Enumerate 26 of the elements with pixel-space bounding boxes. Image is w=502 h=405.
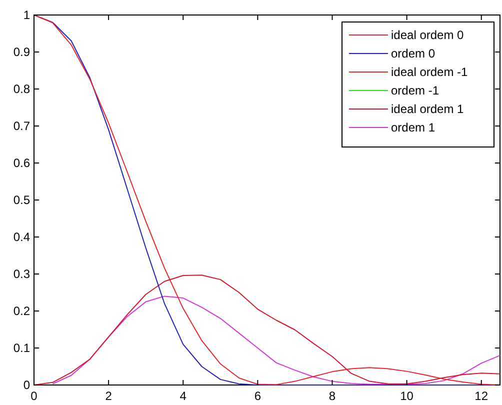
x-tick-label: 12 [474, 389, 488, 403]
line-series [34, 14, 500, 386]
legend-label: ideal ordem -1 [391, 65, 468, 79]
y-tick-label: 1 [23, 8, 30, 22]
x-tick-label: 2 [105, 389, 112, 403]
y-tick-label: 0.4 [13, 230, 30, 244]
y-tick-label: 0.9 [13, 45, 30, 59]
x-tick-label: 4 [180, 389, 187, 403]
y-tick-label: 0.3 [13, 267, 30, 281]
x-tick-label: 8 [328, 389, 336, 403]
legend-label: ordem 0 [391, 46, 436, 60]
x-tick-label: 6 [254, 389, 262, 403]
y-tick-label: 0.6 [13, 156, 30, 170]
legend-label: ordem -1 [391, 84, 440, 98]
legend-label: ideal ordem 0 [391, 28, 464, 42]
y-tick-label: 0.7 [13, 119, 30, 133]
y-tick-label: 0.8 [13, 82, 30, 96]
legend-label: ideal ordem 1 [391, 102, 464, 116]
y-tick-label: 0.1 [13, 341, 30, 355]
y-tick-label: 0.5 [13, 193, 30, 207]
legend-label: ordem 1 [391, 120, 436, 134]
y-tick-label: 0 [23, 378, 30, 392]
x-tick-label: 10 [400, 389, 414, 403]
line-series [52, 296, 500, 385]
line-series [34, 274, 500, 386]
y-tick-label: 0.2 [13, 304, 30, 318]
